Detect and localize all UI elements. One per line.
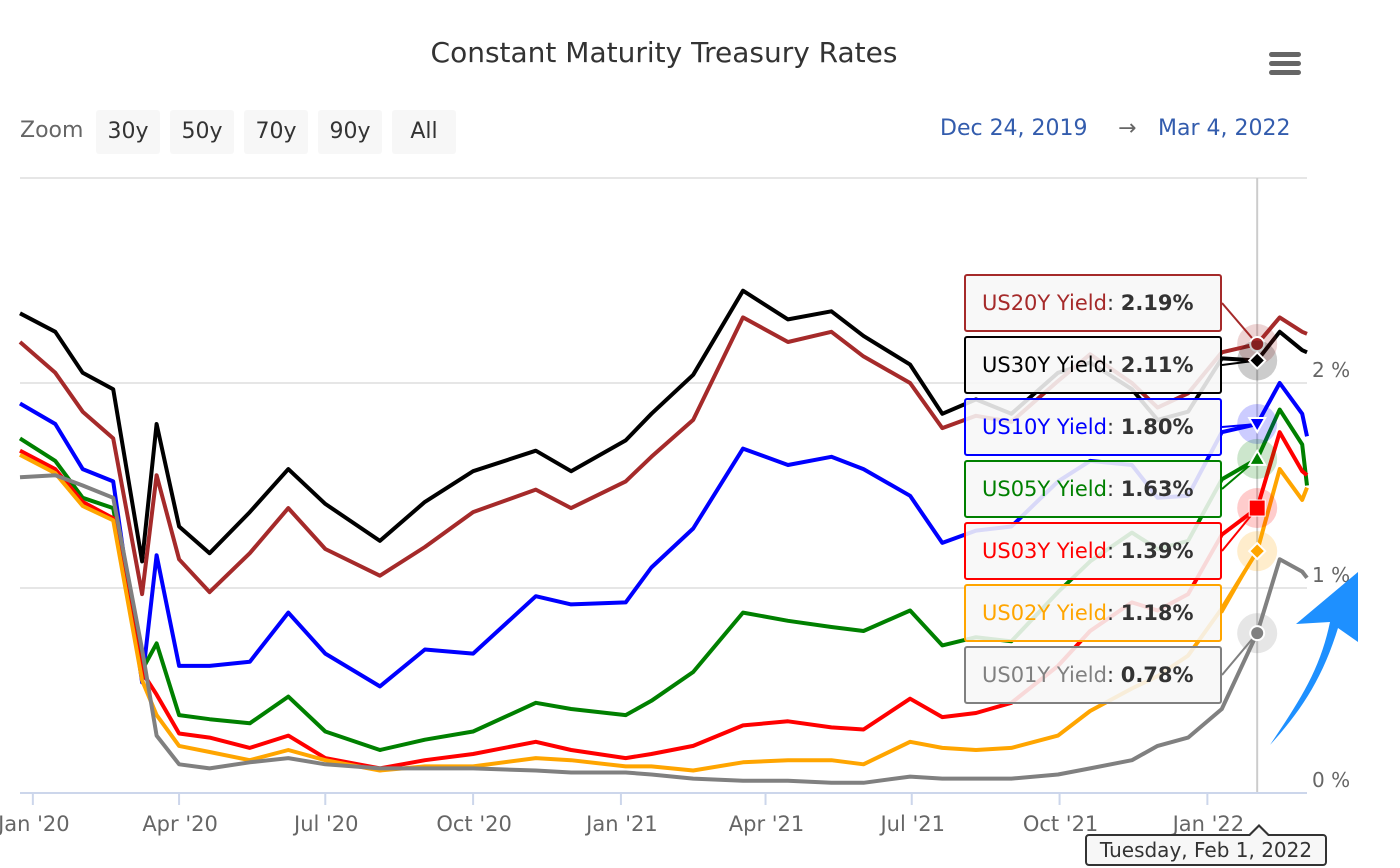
- point-marker: [1247, 351, 1267, 370]
- point-marker: [1249, 625, 1266, 642]
- tooltip-series-name: US20Y Yield: [982, 291, 1107, 315]
- y-tick-label: 0 %: [1312, 768, 1350, 792]
- range-button-all[interactable]: All: [392, 110, 456, 154]
- trend-up-arrow-icon: [1270, 572, 1358, 745]
- tooltip-connector: [1221, 423, 1258, 428]
- tooltip-series-value: 0.78%: [1120, 663, 1194, 687]
- x-tick-label: Jan '21: [584, 812, 658, 836]
- range-arrow-icon: →: [1118, 116, 1137, 141]
- tooltip-item-us20y: US20Y Yield: 2.19%: [964, 274, 1222, 332]
- tooltip-series-value: 1.80%: [1120, 415, 1194, 439]
- tooltip-colon: :: [1106, 415, 1121, 439]
- range-to-date[interactable]: Mar 4, 2022: [1158, 116, 1291, 141]
- hamburger-icon-line: [1269, 61, 1301, 66]
- tooltip-series-name: US05Y Yield: [982, 477, 1107, 501]
- tooltip-series-value: 1.63%: [1120, 477, 1194, 501]
- context-menu-button[interactable]: [1266, 50, 1304, 80]
- x-tick-label: Jan '20: [0, 812, 70, 836]
- tooltip-item-us05y: US05Y Yield: 1.63%: [964, 460, 1222, 518]
- range-button-50y[interactable]: 50y: [170, 110, 234, 154]
- x-tick-label: Oct '21: [1023, 812, 1098, 836]
- range-from-date[interactable]: Dec 24, 2019: [940, 116, 1088, 141]
- tooltip-series-name: US03Y Yield: [982, 539, 1107, 563]
- tooltip-series-name: US30Y Yield: [982, 353, 1107, 377]
- series-line-us01y: [19, 473, 1309, 785]
- x-tick-label: Apr '20: [142, 812, 218, 836]
- tooltip-connector: [1221, 302, 1258, 345]
- point-marker: [1247, 448, 1267, 466]
- tooltip-series-value: 2.11%: [1120, 353, 1194, 377]
- tooltip-item-us10y: US10Y Yield: 1.80%: [964, 398, 1222, 456]
- tooltip-connector: [1221, 550, 1259, 614]
- hamburger-icon-line: [1269, 70, 1301, 75]
- tooltip-date: Tuesday, Feb 1, 2022: [1085, 824, 1327, 866]
- tooltip-item-us01y: US01Y Yield: 0.78%: [964, 646, 1222, 704]
- tooltip-colon: :: [1106, 353, 1121, 377]
- tooltip-colon: :: [1106, 539, 1121, 563]
- x-tick-label: Apr '21: [729, 812, 805, 836]
- tooltip-item-us30y: US30Y Yield: 2.11%: [964, 336, 1222, 394]
- tooltip-item-us02y: US02Y Yield: 1.18%: [964, 584, 1222, 642]
- x-tick-label: Oct '20: [436, 812, 511, 836]
- y-tick-label: 1 %: [1312, 563, 1350, 587]
- x-tick-label: Jul '21: [878, 812, 945, 836]
- point-marker: [1247, 417, 1267, 435]
- tooltip-series-name: US10Y Yield: [982, 415, 1107, 439]
- tooltip-colon: :: [1106, 663, 1121, 687]
- tooltip-connector: [1221, 632, 1258, 676]
- tooltip-series-value: 1.18%: [1120, 601, 1194, 625]
- chart-title: Constant Maturity Treasury Rates: [430, 36, 898, 69]
- range-button-30y[interactable]: 30y: [96, 110, 160, 154]
- tooltip-item-us03y: US03Y Yield: 1.39%: [964, 522, 1222, 580]
- zoom-label: Zoom: [20, 118, 84, 143]
- x-tick-label: Jan '22: [1171, 812, 1245, 836]
- range-button-90y[interactable]: 90y: [318, 110, 382, 154]
- point-marker: [1247, 541, 1267, 561]
- tooltip-series-name: US02Y Yield: [982, 601, 1107, 625]
- point-marker: [1248, 499, 1266, 517]
- tooltip-series-value: 1.39%: [1120, 539, 1194, 563]
- hamburger-icon: [1269, 52, 1301, 57]
- tooltip-series-name: US01Y Yield: [982, 663, 1107, 687]
- x-tick-label: Jul '20: [292, 812, 359, 836]
- y-tick-label: 2 %: [1312, 358, 1350, 382]
- tooltip-colon: :: [1106, 291, 1121, 315]
- tooltip-pointer: [1248, 824, 1271, 836]
- range-button-70y[interactable]: 70y: [244, 110, 308, 154]
- tooltip-colon: :: [1106, 477, 1121, 501]
- tooltip-series-value: 2.19%: [1120, 291, 1194, 315]
- tooltip-colon: :: [1106, 601, 1121, 625]
